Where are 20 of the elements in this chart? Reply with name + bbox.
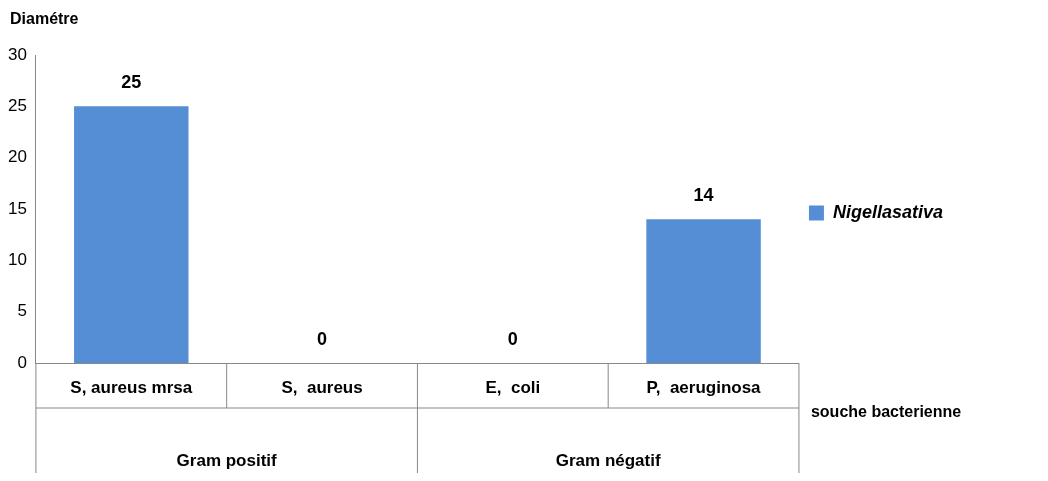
- y-tick-label: 10: [7, 250, 27, 270]
- x-tick-label: P, aeruginosa: [646, 377, 762, 397]
- x-tick-label: S, aureus: [281, 377, 363, 397]
- y-tick-label: 20: [7, 147, 27, 167]
- text: Gram positif: [176, 450, 278, 470]
- data-label: 0: [317, 328, 328, 349]
- x-axis-title: souche bacterienne: [810, 403, 962, 421]
- y-tick-label: 25: [7, 96, 27, 116]
- data-label: 25: [121, 72, 142, 93]
- x-tick-label: E, coli: [485, 377, 541, 397]
- y-axis-title: Diamétre: [10, 10, 79, 28]
- y-tick-label: 15: [7, 198, 27, 218]
- y-tick-label: 5: [17, 301, 27, 321]
- data-label: 14: [693, 185, 714, 206]
- y-tick-label: 30: [7, 44, 27, 64]
- text: Gram négatif: [555, 450, 661, 470]
- legend-label: Nigellasativa: [832, 201, 944, 222]
- y-tick-label: 0: [17, 352, 27, 372]
- x-tick-label: S, aureus mrsa: [70, 377, 193, 397]
- data-label: 0: [507, 328, 518, 349]
